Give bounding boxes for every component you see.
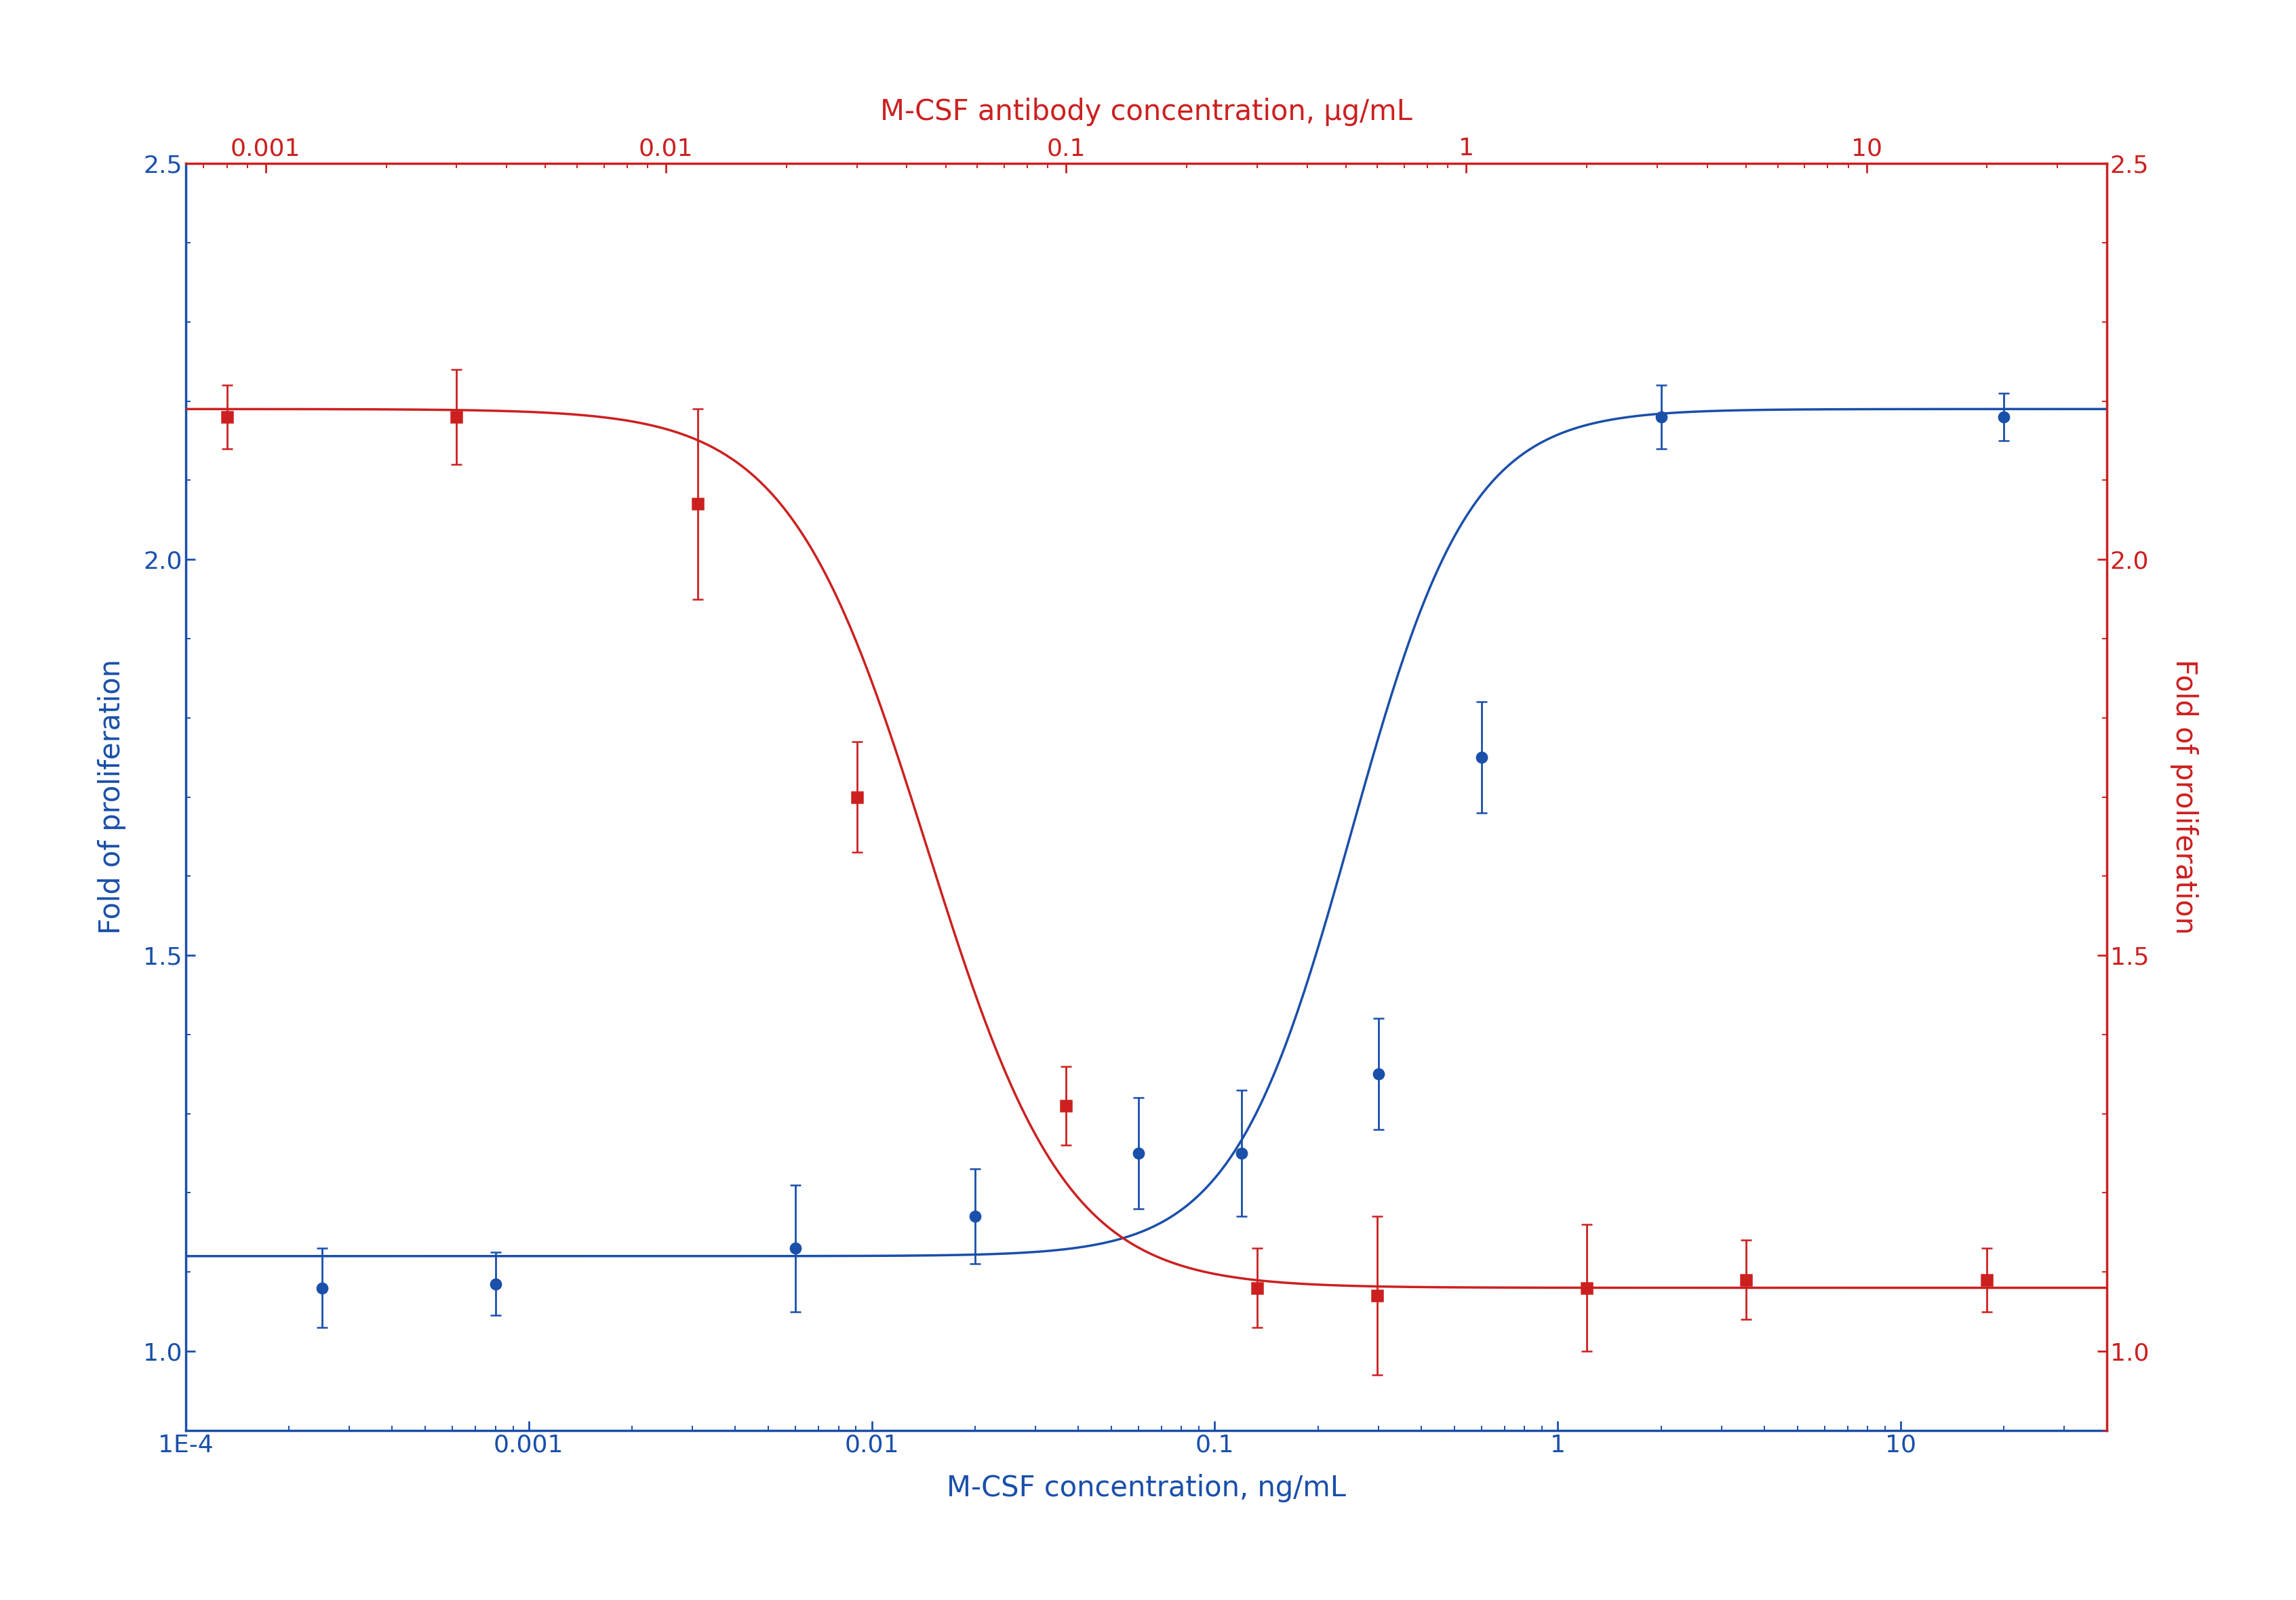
Y-axis label: Fold of proliferation: Fold of proliferation (2170, 659, 2197, 934)
Y-axis label: Fold of proliferation: Fold of proliferation (99, 659, 126, 934)
X-axis label: M-CSF concentration, ng/mL: M-CSF concentration, ng/mL (946, 1474, 1345, 1502)
X-axis label: M-CSF antibody concentration, μg/mL: M-CSF antibody concentration, μg/mL (879, 98, 1412, 126)
